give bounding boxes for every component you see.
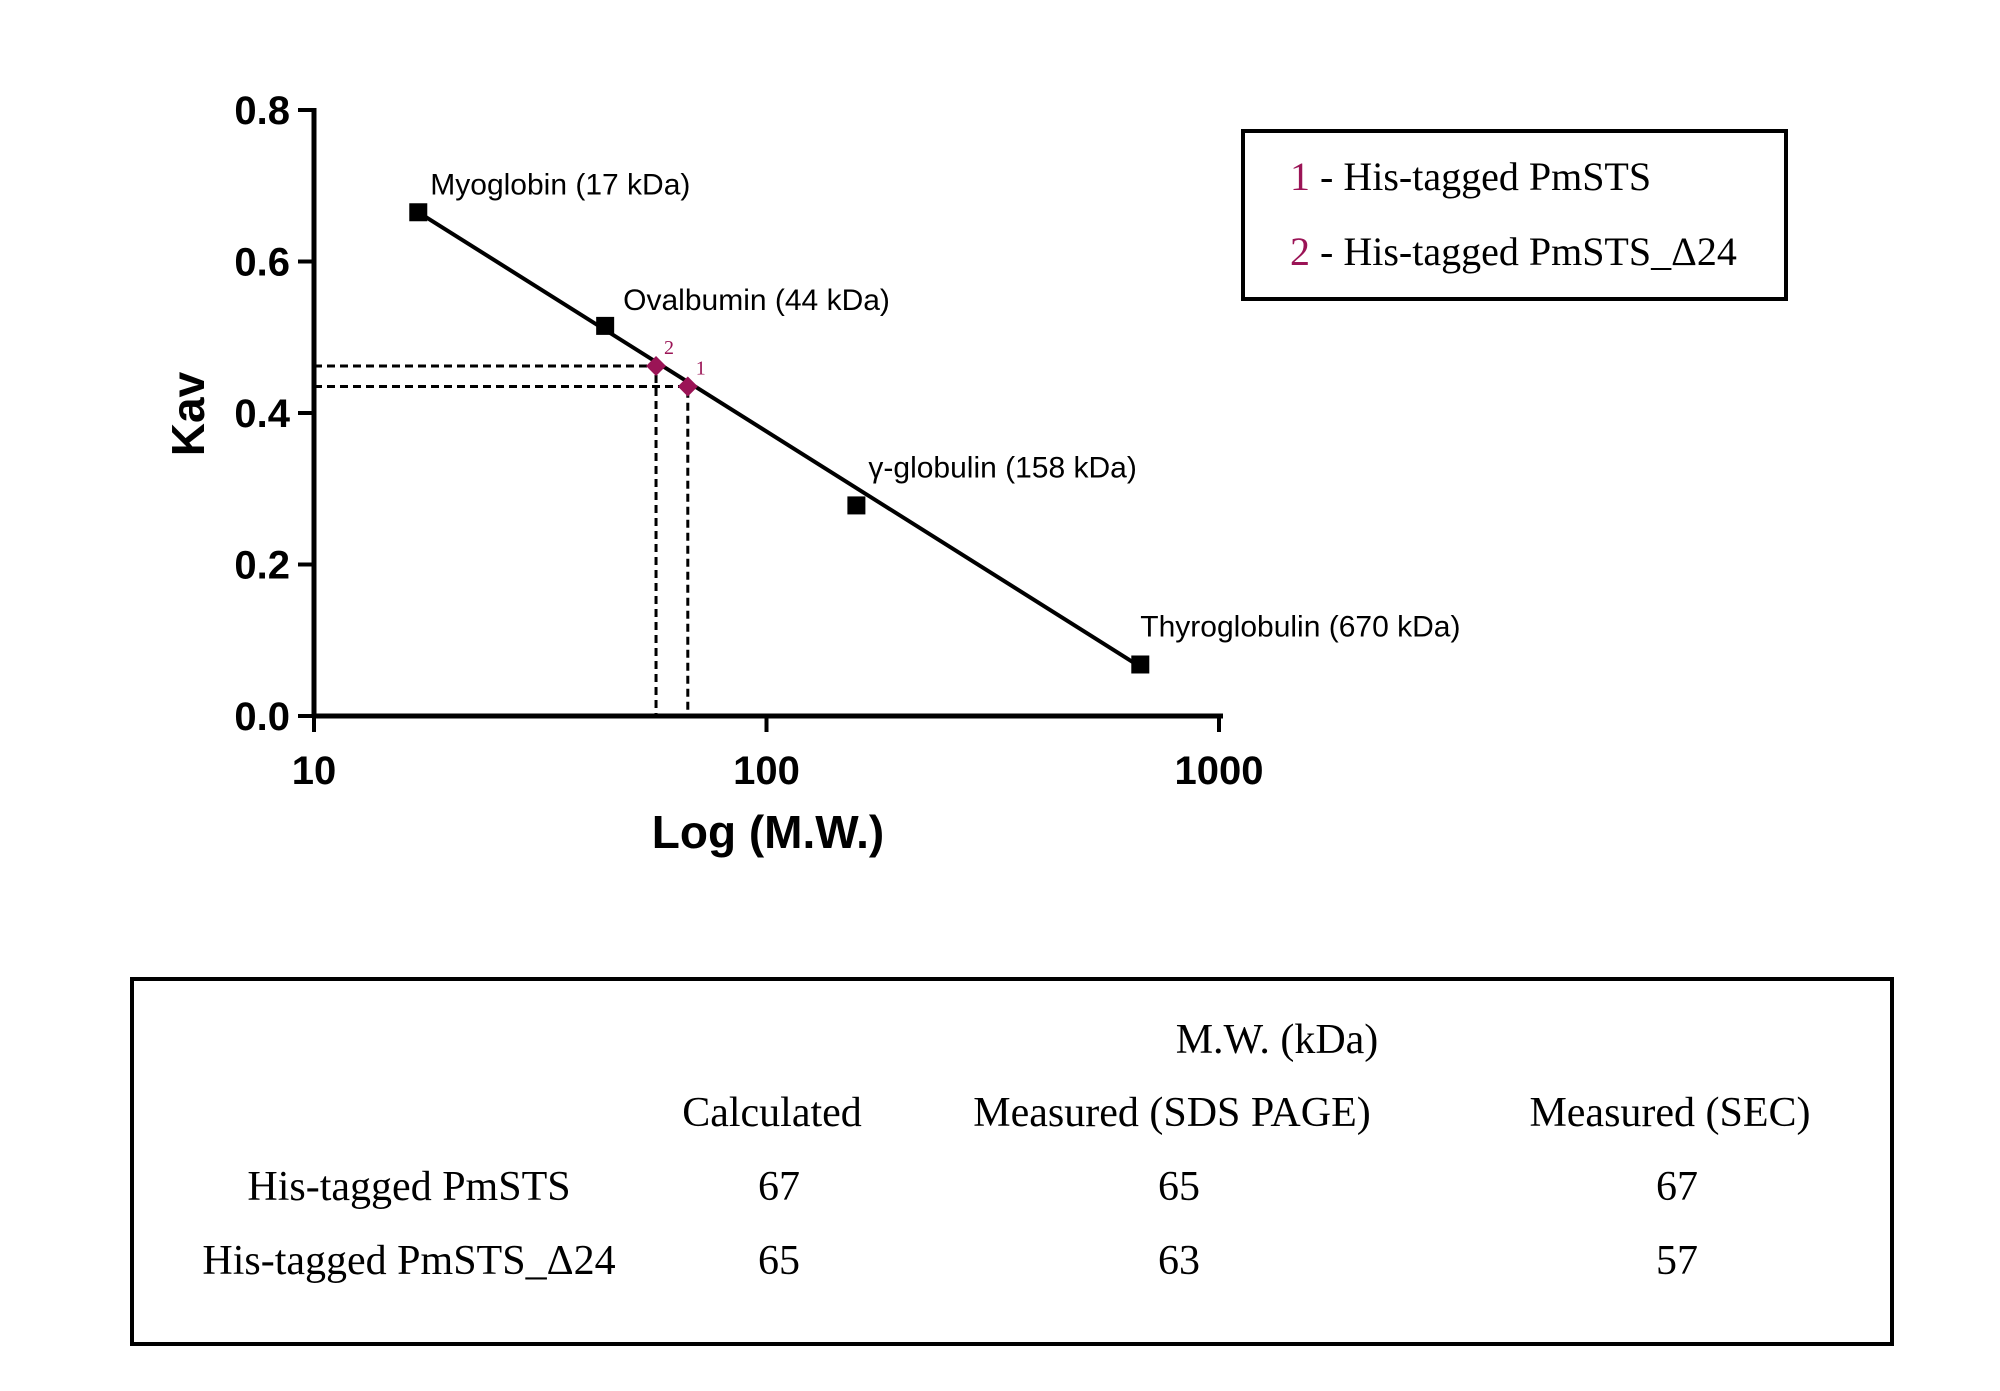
legend-item-1-number: 1	[1290, 154, 1310, 199]
y-tick-label: 0.6	[234, 241, 290, 285]
standard-point	[1131, 655, 1150, 674]
y-axis-title: Kav	[162, 371, 214, 456]
legend-item-2-number: 2	[1290, 229, 1310, 274]
row-value-sec: 57	[1656, 1238, 1698, 1284]
table-box	[130, 977, 1894, 1346]
column-header-calculated: Calculated	[682, 1090, 862, 1136]
standard-point-label: Myoglobin (17 kDa)	[430, 168, 690, 201]
y-tick-label: 0.0	[234, 695, 290, 739]
x-ticks: 10 100 1000	[292, 716, 1264, 793]
calibration-plot: 0.0 0.2 0.4 0.6 0.8 10 100 1000 Kav Log (M.W.)…	[162, 89, 1460, 858]
y-tick-label: 0.4	[234, 392, 290, 436]
y-tick-label: 0.8	[234, 89, 290, 133]
row-value-sds: 65	[1158, 1164, 1200, 1210]
mw-table: M.W. (kDa) Calculated Measured (SDS PAGE…	[130, 977, 1894, 1346]
sample-point	[646, 356, 667, 377]
standard-point-label: γ-globulin (158 kDa)	[868, 451, 1136, 484]
table-row: His-tagged PmSTS_Δ24 65 63 57	[202, 1238, 1698, 1284]
legend-item-1-text: - His-tagged PmSTS	[1310, 154, 1651, 199]
standard-point	[596, 316, 615, 335]
standard-point-label: Ovalbumin (44 kDa)	[623, 284, 890, 317]
row-name: His-tagged PmSTS	[247, 1164, 570, 1210]
table-row: His-tagged PmSTS 67 65 67	[247, 1164, 1698, 1210]
row-value-sec: 67	[1656, 1164, 1698, 1210]
row-name: His-tagged PmSTS_Δ24	[202, 1238, 615, 1284]
sample-point-label: 2	[664, 337, 674, 359]
column-header-measured-sec: Measured (SEC)	[1529, 1090, 1810, 1136]
legend-item-1: 1 - His-tagged PmSTS	[1290, 154, 1651, 199]
legend-box	[1241, 129, 1788, 301]
x-axis-title: Log (M.W.)	[652, 806, 884, 858]
y-ticks: 0.0 0.2 0.4 0.6 0.8	[234, 89, 314, 739]
row-value-calculated: 65	[758, 1238, 800, 1284]
table-group-header: M.W. (kDa)	[1176, 1017, 1379, 1063]
column-header-measured-sds: Measured (SDS PAGE)	[973, 1090, 1370, 1136]
x-tick-label: 100	[733, 749, 800, 793]
x-tick-label: 1000	[1175, 749, 1264, 793]
row-value-calculated: 67	[758, 1164, 800, 1210]
standard-point	[847, 496, 866, 515]
x-tick-label: 10	[292, 749, 337, 793]
guide-lines	[314, 364, 690, 716]
guide-line	[314, 384, 690, 716]
guide-line	[314, 364, 658, 716]
legend: 1 - His-tagged PmSTS 2 - His-tagged PmST…	[1241, 129, 1788, 301]
fit-line	[417, 210, 1142, 669]
y-tick-label: 0.2	[234, 544, 290, 588]
row-value-sds: 63	[1158, 1238, 1200, 1284]
legend-item-2-text: - His-tagged PmSTS_Δ24	[1310, 229, 1737, 274]
sample-point	[677, 376, 698, 397]
standard-point	[409, 203, 428, 222]
sample-point-label: 1	[696, 357, 706, 379]
data-points: Myoglobin (17 kDa) Ovalbumin (44 kDa) γ-gl…	[409, 168, 1460, 674]
legend-item-2: 2 - His-tagged PmSTS_Δ24	[1290, 229, 1737, 274]
standard-point-label: Thyroglobulin (670 kDa)	[1140, 610, 1460, 643]
